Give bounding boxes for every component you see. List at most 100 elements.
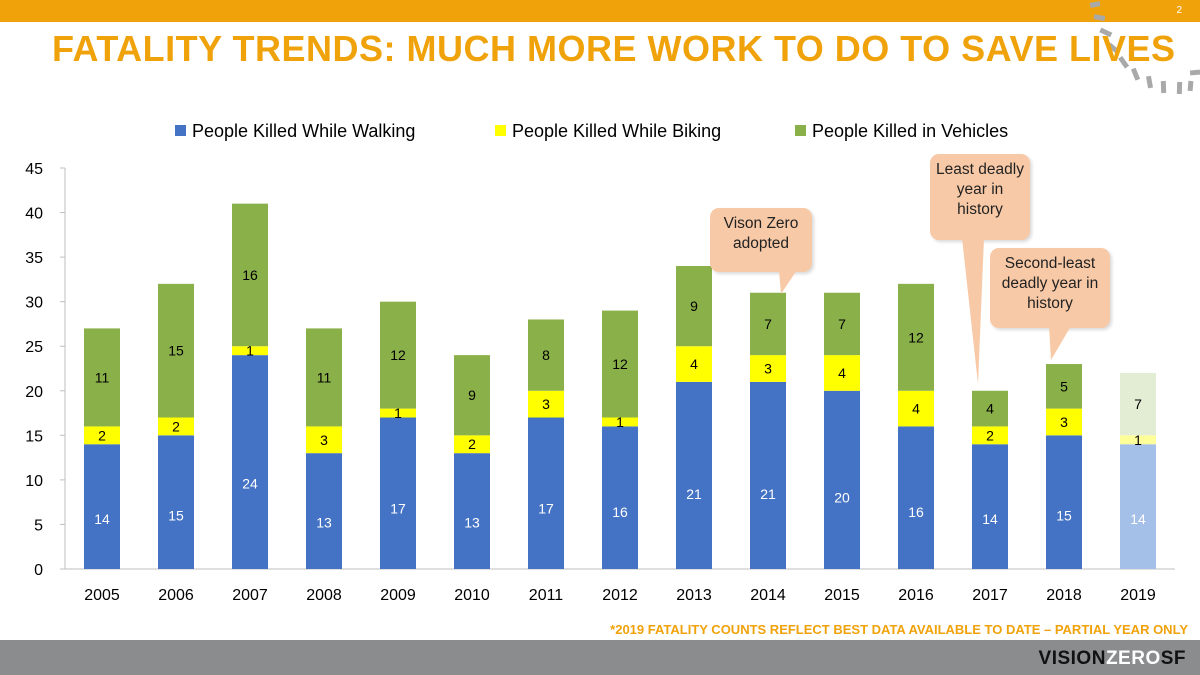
bar-biking-2012 — [602, 417, 638, 427]
bar-vehicles-2008 — [306, 328, 342, 427]
top-accent-bar — [0, 0, 1200, 22]
data-label-biking-2011: 3 — [542, 396, 550, 412]
bar-vehicles-2019 — [1120, 372, 1156, 436]
data-label-walking-2006: 15 — [168, 508, 184, 524]
data-label-biking-2018: 3 — [1060, 414, 1068, 430]
x-tick-label: 2018 — [1046, 587, 1082, 604]
data-label-biking-2015: 4 — [838, 365, 846, 381]
data-label-biking-2010: 2 — [468, 436, 476, 452]
data-label-biking-2007: 1 — [246, 343, 254, 359]
slide-number: 2 — [1176, 5, 1182, 16]
data-label-vehicles-2015: 7 — [838, 316, 846, 332]
bar-vehicles-2017 — [972, 390, 1008, 427]
bar-walking-2006 — [158, 435, 194, 569]
y-tick-label: 10 — [25, 473, 43, 490]
data-label-walking-2018: 15 — [1056, 508, 1072, 524]
data-label-walking-2011: 17 — [538, 500, 554, 516]
x-tick-label: 2010 — [454, 587, 490, 604]
x-tick-label: 2019 — [1120, 587, 1156, 604]
data-label-walking-2012: 16 — [612, 504, 628, 520]
bar-walking-2005 — [84, 444, 120, 569]
bar-biking-2016 — [898, 390, 934, 427]
data-label-walking-2010: 13 — [464, 515, 480, 531]
data-label-vehicles-2009: 12 — [390, 347, 406, 363]
data-label-biking-2012: 1 — [616, 414, 624, 430]
data-label-biking-2019: 1 — [1134, 432, 1142, 448]
data-label-walking-2007: 24 — [242, 475, 258, 491]
y-tick-label: 15 — [25, 428, 43, 445]
bar-biking-2009 — [380, 408, 416, 418]
bar-vehicles-2007 — [232, 203, 268, 347]
bar-walking-2011 — [528, 417, 564, 569]
x-tick-label: 2013 — [676, 587, 712, 604]
bar-walking-2019 — [1120, 444, 1156, 569]
data-label-walking-2017: 14 — [982, 511, 998, 527]
vision-zero-sf-logo: VISIONZEROSF — [1038, 648, 1186, 669]
callout-second-least-deadly: Second-least deadly year in history — [990, 248, 1110, 328]
bar-walking-2012 — [602, 426, 638, 569]
bar-vehicles-2012 — [602, 310, 638, 418]
bar-biking-2013 — [676, 346, 712, 382]
data-label-biking-2005: 2 — [98, 427, 106, 443]
y-tick-label: 40 — [25, 206, 43, 223]
x-tick-label: 2015 — [824, 587, 860, 604]
bar-vehicles-2010 — [454, 355, 490, 436]
x-tick-label: 2014 — [750, 587, 786, 604]
data-label-biking-2017: 2 — [986, 427, 994, 443]
bar-walking-2008 — [306, 453, 342, 569]
x-tick-label: 2011 — [529, 587, 564, 604]
bar-walking-2016 — [898, 426, 934, 569]
data-label-walking-2009: 17 — [390, 500, 406, 516]
legend-swatch-biking — [495, 125, 506, 136]
bar-vehicles-2016 — [898, 283, 934, 391]
bar-biking-2007 — [232, 346, 268, 356]
legend-label-vehicles: People Killed in Vehicles — [812, 121, 1008, 141]
callout-tail — [1049, 326, 1071, 360]
bar-walking-2007 — [232, 355, 268, 569]
legend-label-biking: People Killed While Biking — [512, 121, 721, 141]
bar-vehicles-2015 — [824, 292, 860, 356]
data-label-vehicles-2007: 16 — [242, 267, 258, 283]
bar-walking-2013 — [676, 381, 712, 569]
callout-least-deadly: Least deadly year in history — [930, 154, 1030, 240]
data-label-walking-2013: 21 — [686, 486, 702, 502]
bar-vehicles-2013 — [676, 266, 712, 347]
legend-label-walking: People Killed While Walking — [192, 121, 415, 141]
x-tick-label: 2006 — [158, 587, 194, 604]
bar-walking-2015 — [824, 390, 860, 569]
bar-vehicles-2011 — [528, 319, 564, 391]
bar-vehicles-2018 — [1046, 364, 1082, 409]
bar-biking-2005 — [84, 426, 120, 445]
bar-walking-2009 — [380, 417, 416, 569]
data-label-vehicles-2010: 9 — [468, 387, 476, 403]
data-label-walking-2008: 13 — [316, 515, 332, 531]
bar-biking-2015 — [824, 355, 860, 391]
footnote: *2019 FATALITY COUNTS REFLECT BEST DATA … — [610, 622, 1188, 637]
bar-biking-2017 — [972, 426, 1008, 445]
data-label-walking-2015: 20 — [834, 490, 850, 506]
legend-swatch-walking — [175, 125, 186, 136]
data-label-walking-2019: 14 — [1130, 511, 1146, 527]
data-label-vehicles-2017: 4 — [986, 401, 994, 417]
data-label-walking-2016: 16 — [908, 504, 924, 520]
data-label-vehicles-2011: 8 — [542, 347, 550, 363]
x-tick-label: 2016 — [898, 587, 934, 604]
y-tick-label: 35 — [25, 250, 43, 267]
data-label-biking-2016: 4 — [912, 401, 920, 417]
data-label-vehicles-2006: 15 — [168, 343, 184, 359]
data-label-vehicles-2008: 11 — [317, 369, 332, 385]
bar-vehicles-2009 — [380, 301, 416, 409]
data-label-biking-2009: 1 — [394, 405, 402, 421]
callout-tail — [779, 270, 797, 294]
x-tick-label: 2007 — [232, 587, 268, 604]
y-tick-label: 30 — [25, 295, 43, 312]
bar-walking-2018 — [1046, 435, 1082, 569]
bar-walking-2010 — [454, 453, 490, 569]
data-label-vehicles-2013: 9 — [690, 298, 698, 314]
y-tick-label: 5 — [34, 517, 43, 534]
data-label-vehicles-2016: 12 — [908, 329, 924, 345]
bar-biking-2006 — [158, 417, 194, 436]
slide-title: FATALITY TRENDS: MUCH MORE WORK TO DO TO… — [52, 28, 1176, 69]
y-tick-label: 25 — [25, 339, 43, 356]
x-tick-label: 2008 — [306, 587, 342, 604]
